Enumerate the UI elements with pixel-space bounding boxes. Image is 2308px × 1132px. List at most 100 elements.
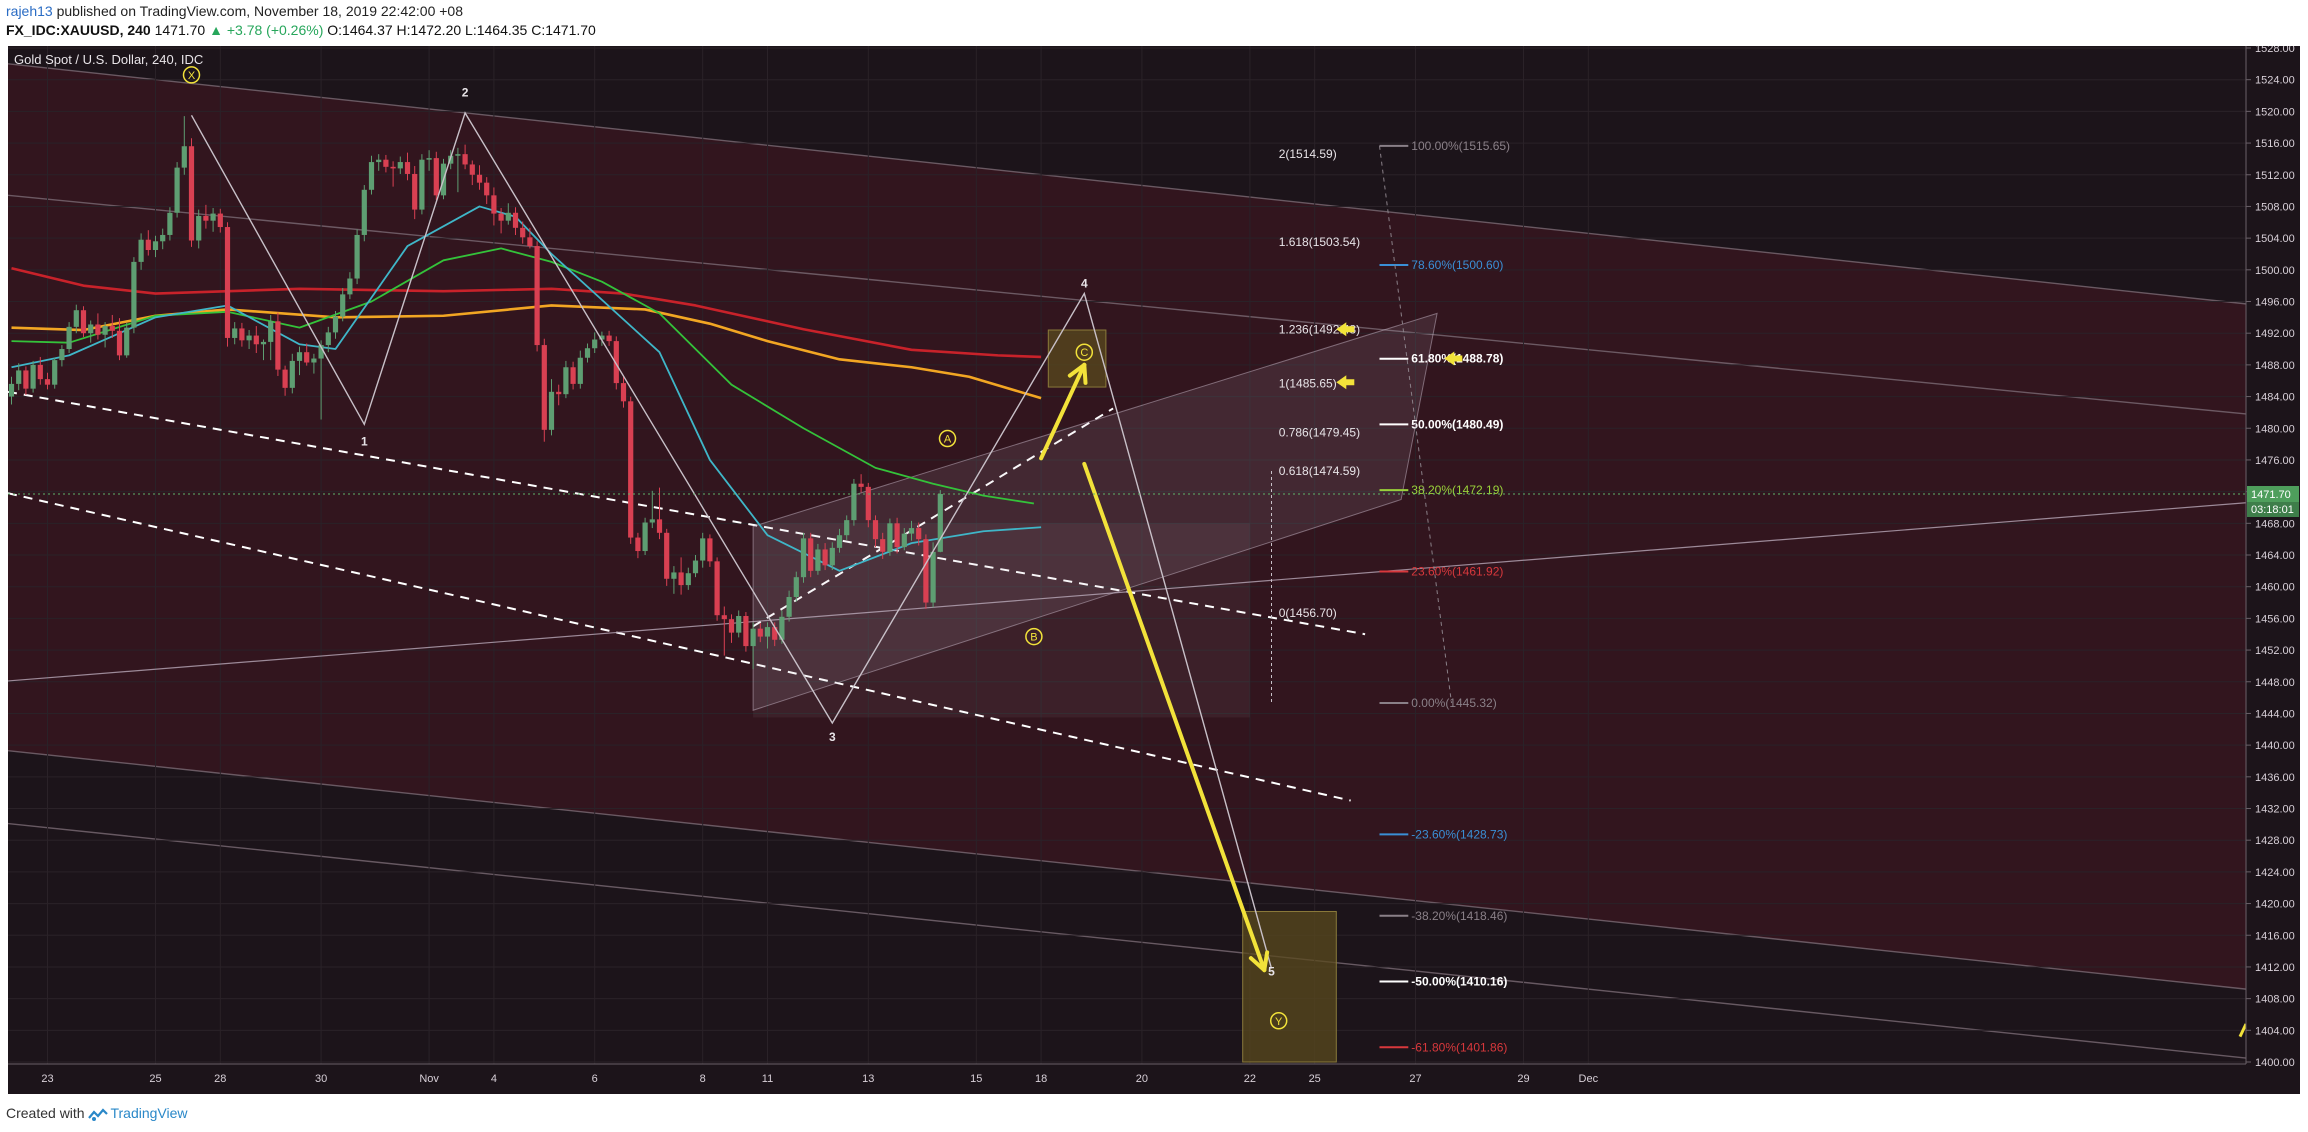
arrow-down-to-5-head xyxy=(1262,950,1270,973)
candle-body xyxy=(714,561,720,616)
candle-body xyxy=(750,628,756,647)
tradingview-brand[interactable]: TradingView xyxy=(110,1105,188,1121)
candle-body xyxy=(376,159,382,163)
candle-body xyxy=(880,539,886,552)
time-tick-label: 18 xyxy=(1035,1073,1047,1085)
wave-label-circle xyxy=(1025,627,1043,646)
candle-body xyxy=(505,212,511,221)
candle-body xyxy=(462,154,468,165)
candle-body xyxy=(397,162,403,169)
moving-average-line xyxy=(11,266,1042,359)
arrow-up-to-c xyxy=(1039,362,1087,461)
candle-body xyxy=(728,619,735,633)
candle-body xyxy=(541,345,547,430)
publish-header: rajeh13 published on TradingView.com, No… xyxy=(0,0,2308,44)
candle-body xyxy=(498,213,504,221)
time-tick-label: 28 xyxy=(214,1073,226,1085)
candle-body xyxy=(296,352,303,361)
candle-body xyxy=(534,246,540,346)
price-tick-label: 1424.00 xyxy=(2255,867,2295,879)
candle-body xyxy=(52,360,58,385)
candle-body xyxy=(282,369,288,388)
candle-body xyxy=(757,628,763,637)
candle-body xyxy=(707,538,713,562)
time-tick-label: 11 xyxy=(762,1073,773,1085)
price-tick-label: 1476.00 xyxy=(2255,455,2295,467)
channel-fill xyxy=(8,63,2246,990)
candle-body xyxy=(570,367,576,384)
price-tick-label: 1412.00 xyxy=(2255,962,2295,974)
fib-retracement-label: -23.60%(1428.73) xyxy=(1411,827,1507,841)
elliott-wave-paths xyxy=(190,111,1273,969)
candle-body xyxy=(484,182,490,196)
dashed-support-line-upper xyxy=(8,390,1366,636)
candle-body xyxy=(102,326,108,335)
candle-body xyxy=(8,383,15,397)
chart-area[interactable]: 2(1514.59) 1.618(1503.54) 1.236(1492.48) 1(… xyxy=(8,46,2300,1094)
price-tick-label: 1508.00 xyxy=(2255,201,2295,213)
wave-label-C: C xyxy=(1080,347,1088,359)
last-price-tag xyxy=(2247,486,2299,503)
candle-body xyxy=(937,494,943,552)
candle-body xyxy=(685,573,691,586)
candle-body xyxy=(671,572,677,579)
price-chart-svg[interactable]: 2(1514.59) 1.618(1503.54) 1.236(1492.48) 1(… xyxy=(8,46,2300,1094)
last-price: 1471.70 xyxy=(154,22,206,38)
time-tick-label: 20 xyxy=(1136,1073,1148,1085)
candle-body xyxy=(131,261,137,328)
candle-body xyxy=(822,549,828,566)
publish-line: rajeh13 published on TradingView.com, No… xyxy=(6,3,463,19)
candle-body xyxy=(23,370,29,389)
candle-body xyxy=(469,164,475,175)
time-tick-label: 29 xyxy=(1517,1073,1529,1085)
wave-label-circle xyxy=(182,66,201,84)
time-tick-label: Nov xyxy=(419,1073,439,1085)
candle-body xyxy=(383,159,389,167)
time-tick-label: 23 xyxy=(41,1073,53,1085)
candle-body xyxy=(289,360,295,388)
candle-body xyxy=(786,596,792,617)
candle-body xyxy=(548,391,555,430)
candle-body xyxy=(318,345,324,359)
candle-body xyxy=(455,154,461,156)
fib-pointer-arrow-icon xyxy=(1336,322,1355,337)
candle-body xyxy=(361,189,367,235)
close-value: C:1471.70 xyxy=(531,22,596,38)
candle-body xyxy=(872,520,879,540)
candle-body xyxy=(577,357,583,384)
time-tick-label: 25 xyxy=(149,1073,161,1085)
author-link[interactable]: rajeh13 xyxy=(6,3,53,19)
candle-body xyxy=(37,364,43,380)
price-change: ▲ +3.78 (+0.26%) xyxy=(209,22,324,38)
candle-body xyxy=(145,239,151,251)
candle-body xyxy=(606,335,612,342)
candle-body xyxy=(664,532,670,579)
candle-body xyxy=(196,215,202,241)
candle-body xyxy=(426,158,432,160)
candle-body xyxy=(635,537,641,552)
candle-body xyxy=(354,234,360,279)
wave-label-circle xyxy=(938,429,957,448)
tradingview-logo-icon xyxy=(88,1108,109,1121)
candle-body xyxy=(527,237,533,247)
candle-body xyxy=(239,328,245,341)
price-tick-label: 1512.00 xyxy=(2255,170,2295,182)
candle-body xyxy=(224,227,231,338)
wave-label-2: 2 xyxy=(462,85,469,99)
wave-label-5: 5 xyxy=(1268,965,1275,979)
chart-title: Gold Spot / U.S. Dollar, 240, IDC xyxy=(14,52,203,67)
candle-body xyxy=(347,278,353,295)
arrow-up-to-c-head xyxy=(1067,362,1087,378)
price-tick-label: 1460.00 xyxy=(2255,582,2295,594)
dashed-wedge-line xyxy=(752,407,1114,628)
open-value: O:1464.37 xyxy=(327,22,393,38)
fibonacci-tools: 2(1514.59) 1.618(1503.54) 1.236(1492.48) 1(… xyxy=(1271,139,1510,1054)
candle-body xyxy=(815,549,821,571)
candle-body xyxy=(736,615,742,633)
price-tick-label: 1432.00 xyxy=(2255,804,2295,816)
countdown-tag xyxy=(2247,502,2299,518)
candle-body xyxy=(865,486,871,521)
candle-body xyxy=(642,522,648,552)
fib-retracement-label: 50.00%(1480.49) xyxy=(1411,417,1503,431)
price-tick-label: 1436.00 xyxy=(2255,772,2295,784)
